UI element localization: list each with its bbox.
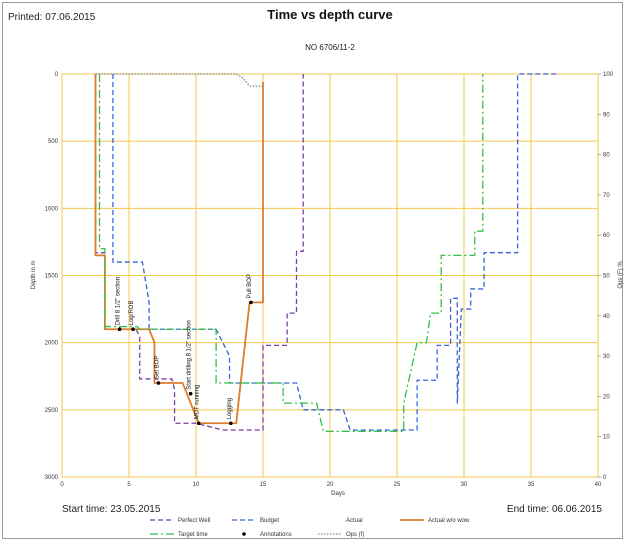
y2-tick-label: 80 bbox=[603, 153, 610, 159]
series-line-budget bbox=[112, 73, 558, 431]
annotation-label: Set BOP bbox=[154, 356, 160, 379]
annotation-label: MDT running bbox=[195, 385, 201, 420]
y-tick-label: 2500 bbox=[45, 408, 59, 414]
legend-label: Actual bbox=[346, 518, 363, 524]
x-tick-label: 10 bbox=[193, 482, 200, 488]
annotation-label: Pull BOP bbox=[247, 274, 253, 298]
y-tick-label: 0 bbox=[55, 72, 59, 78]
series-line-target-time bbox=[98, 74, 484, 432]
x-tick-label: 20 bbox=[327, 482, 334, 488]
y2-tick-label: 30 bbox=[603, 354, 610, 360]
legend-label: Budget bbox=[260, 518, 279, 524]
y-tick-label: 3000 bbox=[45, 475, 59, 481]
annotation-label: Start drilling 8 1/2" section bbox=[187, 320, 193, 390]
annotation-label: Logging bbox=[227, 398, 233, 419]
x-tick-label: 0 bbox=[60, 482, 64, 488]
y-tick-label: 500 bbox=[48, 139, 59, 145]
y2-tick-label: 100 bbox=[603, 72, 614, 78]
chart-title: Time vs depth curve bbox=[267, 7, 392, 22]
y2-tick-label: 40 bbox=[603, 314, 610, 320]
y2-tick-label: 70 bbox=[603, 193, 610, 199]
x-tick-label: 15 bbox=[260, 482, 267, 488]
x-tick-label: 25 bbox=[394, 482, 401, 488]
legend-label: Ops (f) bbox=[346, 532, 364, 538]
printed-date: Printed: 07.06.2015 bbox=[8, 12, 96, 23]
x-tick-label: 40 bbox=[595, 482, 602, 488]
annotation-label: Log/ROB bbox=[129, 301, 135, 326]
y2-tick-label: 0 bbox=[603, 475, 607, 481]
legend-label: Actual w/o wow bbox=[428, 518, 470, 524]
x-tick-label: 30 bbox=[461, 482, 468, 488]
annotation-marker bbox=[131, 327, 135, 332]
x-tick-label: 35 bbox=[528, 482, 535, 488]
annotation-marker bbox=[117, 327, 122, 332]
series-line-ops-f- bbox=[95, 73, 263, 87]
y-tick-label: 1500 bbox=[45, 274, 59, 280]
y2-axis-title: Ops (F) % bbox=[618, 261, 624, 289]
annotation-label: Drill 8 1/2" section bbox=[116, 277, 122, 325]
legend-label: Perfect Well bbox=[178, 518, 210, 524]
y-tick-label: 1000 bbox=[45, 206, 59, 212]
x-axis-title: Days bbox=[331, 491, 345, 497]
x-tick-label: 5 bbox=[127, 482, 131, 488]
legend: Perfect Well Budget Actual Actual w/o wow Ta… bbox=[150, 518, 470, 538]
end-time: End time: 06.06.2015 bbox=[507, 504, 603, 515]
annotation-marker bbox=[156, 381, 161, 385]
legend-marker bbox=[242, 532, 246, 536]
annotation-marker bbox=[196, 421, 201, 426]
legend-label: Target time bbox=[178, 532, 208, 538]
y-tick-label: 2000 bbox=[45, 341, 59, 347]
annotation-marker bbox=[188, 391, 193, 396]
series-line-perfect-well bbox=[94, 74, 304, 431]
y2-tick-label: 90 bbox=[603, 112, 610, 118]
legend-label: Annotations bbox=[260, 532, 292, 538]
y2-tick-label: 20 bbox=[603, 394, 610, 400]
chart-subtitle: NO 6706/11-2 bbox=[305, 43, 355, 52]
y2-tick-label: 50 bbox=[603, 274, 610, 280]
start-time: Start time: 23.05.2015 bbox=[62, 504, 161, 515]
annotation-marker bbox=[249, 300, 253, 305]
annotation-marker bbox=[229, 421, 233, 426]
y2-tick-label: 10 bbox=[603, 435, 610, 441]
y-axis-title: Depth in m bbox=[31, 260, 37, 289]
y2-tick-label: 60 bbox=[603, 233, 610, 239]
plot-area: 0 5 10 15 20 25 30 35 40050010001500200025003000… bbox=[45, 72, 614, 488]
